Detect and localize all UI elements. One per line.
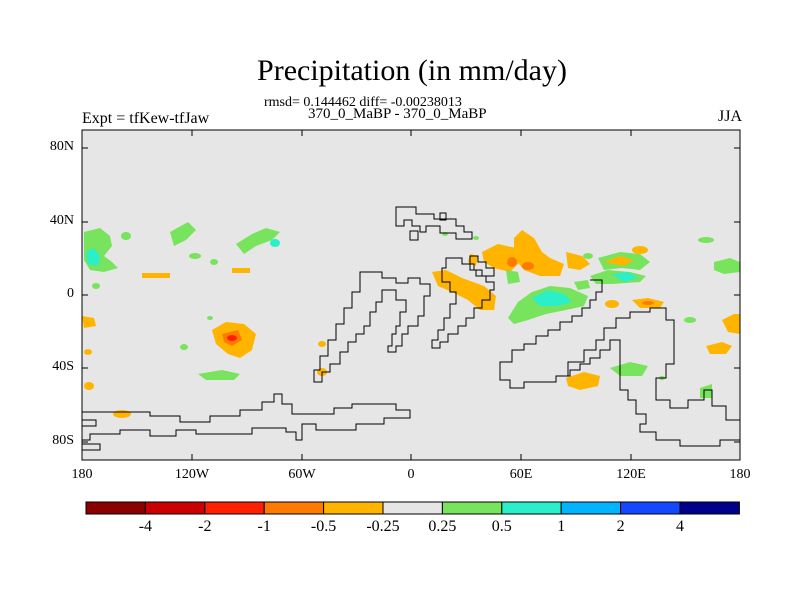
precip-blob xyxy=(642,301,654,305)
colorbar-box xyxy=(263,501,325,515)
precip-blob xyxy=(698,237,714,243)
colorbar-label: 2 xyxy=(616,518,625,535)
coastline xyxy=(313,271,431,383)
colorbar-box xyxy=(144,501,206,515)
lon-label-180e: 180 xyxy=(729,467,751,482)
precip-blob xyxy=(142,273,170,278)
coastline xyxy=(409,230,419,241)
precip-blob xyxy=(722,314,740,334)
lat-ticks xyxy=(82,147,740,443)
colorbar-box xyxy=(441,501,503,515)
coastline xyxy=(439,212,447,221)
lat-label-eq: 0 xyxy=(67,286,74,301)
precip-blob xyxy=(236,228,280,254)
season-label: JJA xyxy=(717,108,742,125)
precip-blob xyxy=(507,257,517,267)
precip-blob xyxy=(714,258,740,274)
lon-label-120e: 120E xyxy=(616,467,646,482)
colorbar-box xyxy=(560,501,622,515)
precip-blob xyxy=(270,239,280,247)
coastline xyxy=(499,279,741,447)
precip-blob xyxy=(604,256,634,266)
precip-blob xyxy=(189,253,201,259)
precip-blob xyxy=(232,268,250,273)
precip-blob xyxy=(207,316,213,320)
precip-blob xyxy=(113,410,131,418)
precip-blob xyxy=(612,272,638,282)
precip-blob xyxy=(700,384,712,398)
coastline xyxy=(81,393,411,441)
precip-blob xyxy=(318,341,326,347)
colorbar-label: -0.25 xyxy=(366,518,400,535)
precip-blob xyxy=(82,316,96,328)
precip-anomalies xyxy=(82,222,740,418)
precip-blob xyxy=(506,270,520,284)
colorbar-box xyxy=(620,501,681,515)
colorbar-box xyxy=(85,501,146,515)
coastline xyxy=(469,255,495,277)
precip-blob xyxy=(605,300,619,308)
lon-label-0: 0 xyxy=(407,467,415,482)
lon-label-120w: 120W xyxy=(174,467,210,482)
precip-blob xyxy=(706,342,732,354)
colorbar-label: 0.5 xyxy=(491,518,512,535)
precip-blob xyxy=(180,344,188,350)
lon-label-60w: 60W xyxy=(288,467,316,482)
precip-blob xyxy=(566,252,590,270)
precip-blob xyxy=(684,317,696,323)
precip-blob xyxy=(532,290,572,306)
colorbar-box xyxy=(501,501,562,515)
precip-blob xyxy=(210,259,218,265)
precip-blob xyxy=(170,222,196,246)
map-title: Precipitation (in mm/day) xyxy=(257,54,567,87)
colorbar-box xyxy=(382,501,443,515)
precip-blob xyxy=(574,280,590,290)
coastline xyxy=(395,206,473,240)
colorbar-label: -2 xyxy=(198,518,212,535)
precip-blob xyxy=(84,382,94,390)
precip-blob xyxy=(432,270,496,310)
map-background xyxy=(82,130,740,460)
colorbar-box xyxy=(204,501,265,515)
precip-blob xyxy=(566,372,600,390)
precip-blob xyxy=(583,253,593,259)
precip-blob xyxy=(92,283,100,289)
colorbar-label: -1 xyxy=(257,518,271,535)
lon-ticks xyxy=(191,130,632,460)
precip-blob xyxy=(522,262,534,270)
precip-blob xyxy=(227,335,237,341)
colorbar-box xyxy=(679,501,740,515)
difference-label: 370_0_MaBP - 370_0_MaBP xyxy=(308,106,487,122)
precip-blob xyxy=(473,236,479,240)
precip-blob xyxy=(121,232,131,240)
colorbar-box xyxy=(323,501,384,515)
colorbar-label: 0.25 xyxy=(428,518,457,535)
colorbar-label: 4 xyxy=(676,518,684,535)
lat-label-40n: 40N xyxy=(49,213,74,228)
precip-blob xyxy=(84,349,92,355)
lat-label-80s: 80S xyxy=(52,433,74,448)
lon-label-60e: 60E xyxy=(509,467,533,482)
precip-blob xyxy=(632,246,648,254)
precip-blob xyxy=(198,370,240,380)
stats-line: rmsd= 0.144462 diff= -0.00238013 xyxy=(264,95,462,110)
lat-label-40s: 40S xyxy=(52,359,74,374)
lat-label-80n: 80N xyxy=(49,139,74,154)
colorbar xyxy=(85,501,740,515)
colorbar-label: -4 xyxy=(138,518,153,535)
colorbar-label: -0.5 xyxy=(310,518,337,535)
colorbar-label: 1 xyxy=(557,518,566,535)
precip-blob xyxy=(86,248,100,266)
lon-label-180w: 180 xyxy=(71,467,93,482)
experiment-label: Expt = tfKew-tfJaw xyxy=(82,110,210,127)
